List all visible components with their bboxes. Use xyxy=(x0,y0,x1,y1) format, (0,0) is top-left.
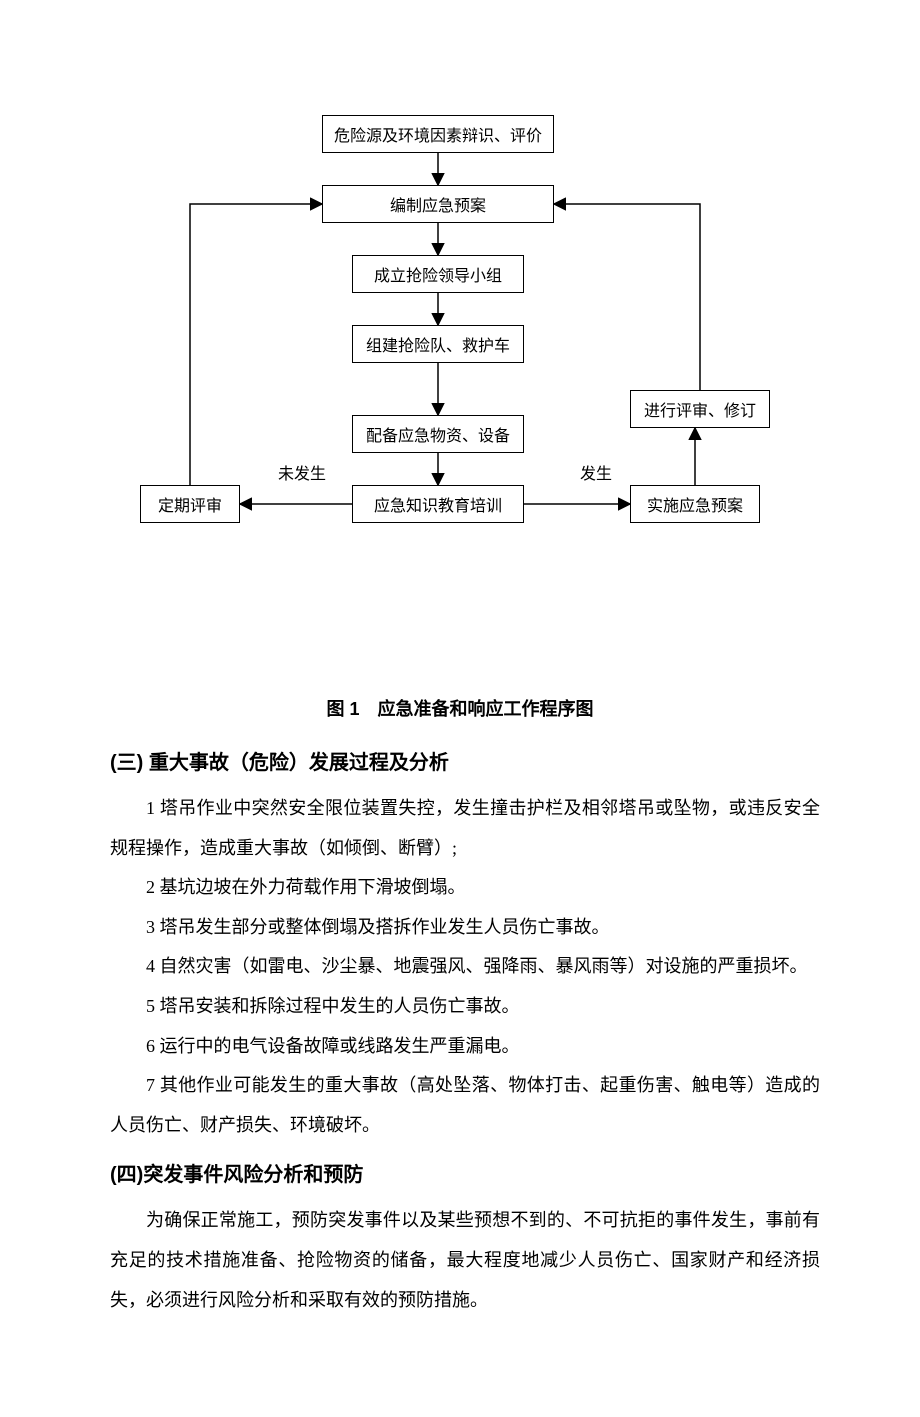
flow-node-n7: 定期评审 xyxy=(140,485,240,523)
flow-node-n9: 进行评审、修订 xyxy=(630,390,770,428)
section-3-heading: (三) 重大事故（危险）发展过程及分析 xyxy=(110,741,820,785)
flow-node-n3: 成立抢险领导小组 xyxy=(352,255,524,293)
section-3-item: 5 塔吊安装和拆除过程中发生的人员伤亡事故。 xyxy=(110,987,820,1027)
section-3-item: 4 自然灾害（如雷电、沙尘暴、地震强风、强降雨、暴风雨等）对设施的严重损坏。 xyxy=(110,947,820,987)
document-body: (三) 重大事故（危险）发展过程及分析 1 塔吊作业中突然安全限位装置失控，发生… xyxy=(0,741,920,1320)
flow-node-n8: 实施应急预案 xyxy=(630,485,760,523)
figure-caption: 图 1 应急准备和响应工作程序图 xyxy=(0,695,920,721)
section-4-body: 为确保正常施工，预防突发事件以及某些预想不到的、不可抗拒的事件发生，事前有充足的… xyxy=(110,1201,820,1320)
flow-node-n4: 组建抢险队、救护车 xyxy=(352,325,524,363)
flow-node-n5: 配备应急物资、设备 xyxy=(352,415,524,453)
section-3-item: 7 其他作业可能发生的重大事故（高处坠落、物体打击、起重伤害、触电等）造成的人员… xyxy=(110,1066,820,1145)
section-4-heading: (四)突发事件风险分析和预防 xyxy=(110,1153,820,1197)
flowchart: 危险源及环境因素辩识、评价编制应急预案成立抢险领导小组组建抢险队、救护车配备应急… xyxy=(0,115,920,625)
section-3-item: 2 基坑边坡在外力荷载作用下滑坡倒塌。 xyxy=(110,868,820,908)
section-3-item: 6 运行中的电气设备故障或线路发生严重漏电。 xyxy=(110,1027,820,1067)
section-3-item: 1 塔吊作业中突然安全限位装置失控，发生撞击护栏及相邻塔吊或坠物，或违反安全规程… xyxy=(110,789,820,868)
flow-node-n1: 危险源及环境因素辩识、评价 xyxy=(322,115,554,153)
edge-label-right: 发生 xyxy=(580,460,612,484)
flow-node-n2: 编制应急预案 xyxy=(322,185,554,223)
section-3-item: 3 塔吊发生部分或整体倒塌及搭拆作业发生人员伤亡事故。 xyxy=(110,908,820,948)
edge-label-left: 未发生 xyxy=(278,460,326,484)
flow-node-n6: 应急知识教育培训 xyxy=(352,485,524,523)
